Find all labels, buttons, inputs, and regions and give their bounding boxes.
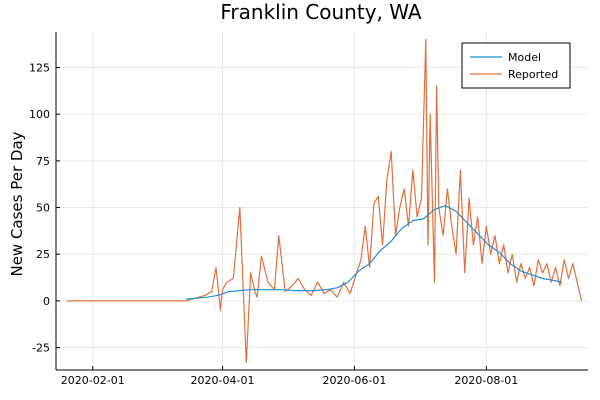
y-tick-label: 50 (36, 202, 50, 215)
y-tick-label: 125 (29, 61, 50, 74)
legend: Model Reported (461, 42, 571, 89)
x-tick-label: 2020-08-01 (454, 374, 518, 387)
series-line-model (185, 205, 563, 300)
legend-label-reported: Reported (508, 68, 558, 81)
x-tick-label: 2020-02-01 (61, 374, 125, 387)
series-lines (66, 38, 583, 364)
x-ticks: 2020-02-01 2020-04-01 2020-06-01 2020-08-01 (61, 366, 518, 387)
x-tick-label: 2020-06-01 (322, 374, 386, 387)
series-line-reported (66, 38, 583, 364)
y-tick-label: 75 (36, 155, 50, 168)
y-tick-label: -25 (32, 342, 50, 355)
legend-label-model: Model (508, 51, 541, 64)
y-tick-label: 100 (29, 108, 50, 121)
chart-title: Franklin County, WA (220, 0, 422, 24)
x-tick-label: 2020-04-01 (191, 374, 255, 387)
y-tick-label: 0 (43, 295, 50, 308)
y-tick-label: 25 (36, 248, 50, 261)
y-axis-label: New Cases Per Day (8, 131, 26, 276)
legend-box (461, 42, 571, 89)
y-ticks: -25 0 25 50 75 100 125 (29, 61, 60, 355)
axes (55, 32, 588, 371)
